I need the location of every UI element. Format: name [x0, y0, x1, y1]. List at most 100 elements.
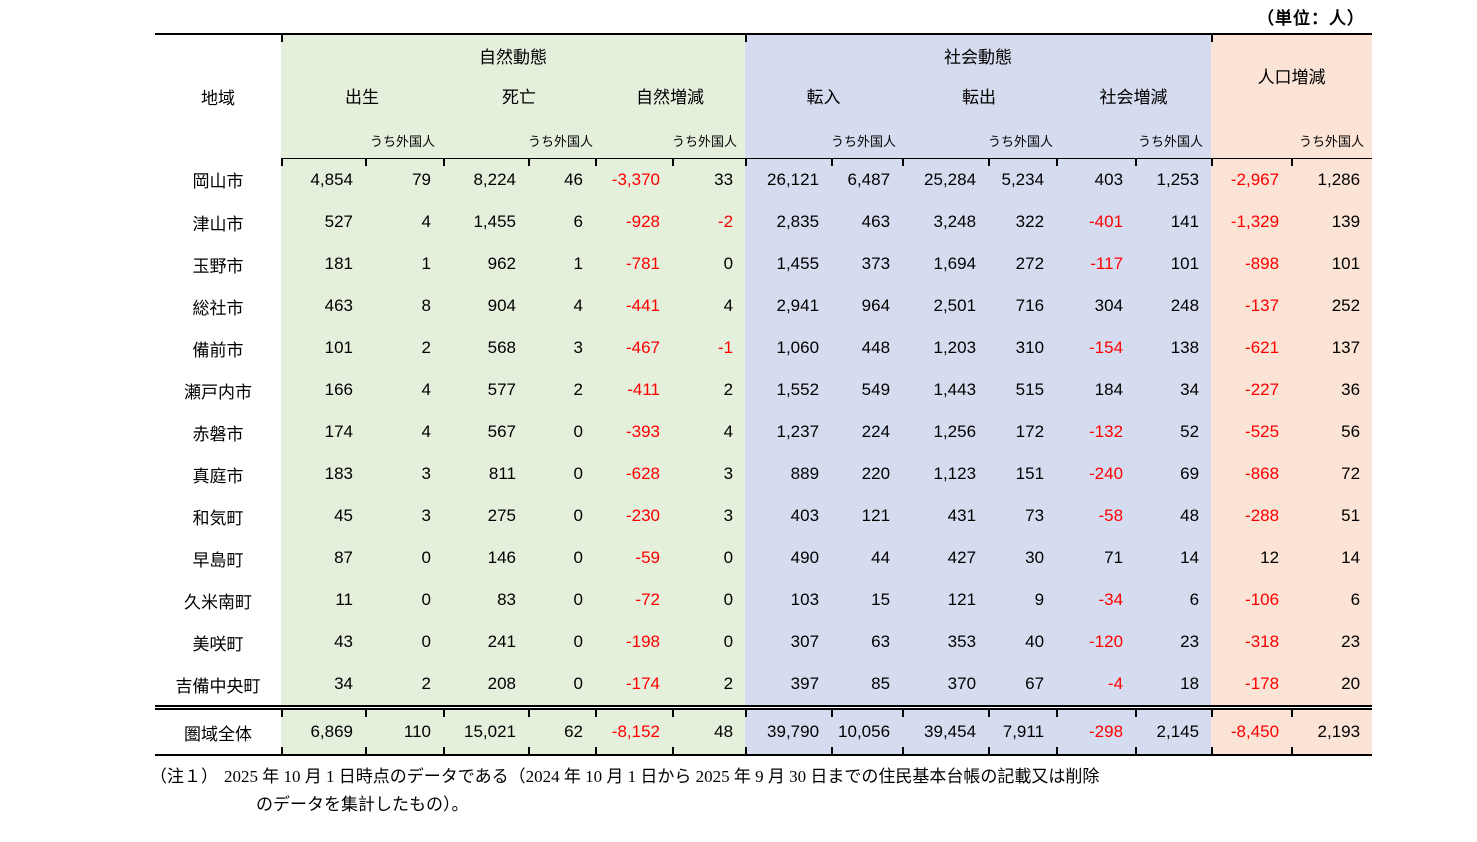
value-cell: 79: [365, 158, 443, 201]
value-cell: -441: [595, 285, 672, 327]
value-cell: 6: [1135, 579, 1212, 621]
value-cell: 25,284: [902, 158, 989, 201]
value-cell: 889: [745, 453, 832, 495]
value-cell: 373: [831, 243, 903, 285]
foreigners-sublabel: うち外国人: [528, 116, 595, 159]
value-cell: 307: [745, 621, 832, 663]
value-cell: 121: [831, 495, 903, 537]
value-cell: 1,443: [902, 369, 989, 411]
value-cell: 103: [745, 579, 832, 621]
value-cell: 568: [443, 327, 528, 369]
header-group-row: 地域 自然動態 社会動態 人口増減: [155, 34, 1373, 159]
value-cell: 224: [831, 411, 903, 453]
social-change-column-header: 社会増減: [1056, 75, 1212, 116]
foreigners-sublabel: うち外国人: [988, 116, 1057, 159]
value-cell: 2: [365, 327, 443, 369]
value-cell: -8,152: [595, 705, 672, 755]
population-change-group-header: 人口増減: [1211, 34, 1373, 116]
value-cell: 15,021: [443, 705, 528, 755]
value-cell: 3: [365, 495, 443, 537]
value-cell: 174: [281, 411, 365, 453]
region-name: 久米南町: [155, 579, 281, 621]
value-cell: 275: [443, 495, 528, 537]
region-name: 津山市: [155, 201, 281, 243]
value-cell: 1,237: [745, 411, 832, 453]
value-cell: 51: [1291, 495, 1373, 537]
header-column-row: 出生 死亡 自然増減 転入 転出 社会増減: [155, 75, 1372, 116]
value-cell: -230: [595, 495, 672, 537]
total-row: 圏域全体 6,869 110 15,021 62 -8,152 48 39,790 10,056…: [155, 705, 1373, 755]
value-cell: 397: [745, 663, 832, 708]
value-cell: 56: [1291, 411, 1373, 453]
value-cell: 23: [1135, 621, 1212, 663]
value-cell: -132: [1056, 411, 1136, 453]
value-cell: -393: [595, 411, 672, 453]
region-name: 吉備中央町: [155, 663, 281, 708]
value-cell: 67: [988, 663, 1057, 708]
movein-column-header: 転入: [745, 75, 903, 116]
value-cell: 26,121: [745, 158, 832, 201]
value-cell: 403: [745, 495, 832, 537]
value-cell: 40: [988, 621, 1057, 663]
region-column-header: 地域: [155, 34, 281, 159]
value-cell: 0: [672, 537, 746, 579]
value-cell: 6,487: [831, 158, 903, 201]
foreigners-sublabel: うち外国人: [1135, 116, 1212, 159]
value-cell: -178: [1211, 663, 1292, 708]
value-cell: 5,234: [988, 158, 1057, 201]
value-cell: 527: [281, 201, 365, 243]
region-name: 岡山市: [155, 158, 281, 201]
value-cell: 0: [528, 537, 595, 579]
value-cell: 1: [528, 243, 595, 285]
value-cell: 2,835: [745, 201, 832, 243]
value-cell: 208: [443, 663, 528, 708]
value-cell: -227: [1211, 369, 1292, 411]
spacer-cell: [1056, 116, 1136, 159]
value-cell: 44: [831, 537, 903, 579]
table-row: 美咲町 43 0 241 0 -198 0 307 63 353 40 -120 23 -318 23: [155, 621, 1373, 663]
value-cell: 0: [672, 621, 746, 663]
table-row: 津山市 527 4 1,455 6 -928 -2 2,835 463 3,248 322 -401 1…: [155, 201, 1373, 243]
value-cell: 3: [672, 453, 746, 495]
value-cell: 121: [902, 579, 989, 621]
table-row: 備前市 101 2 568 3 -467 -1 1,060 448 1,203 310 -154 138…: [155, 327, 1373, 369]
value-cell: 811: [443, 453, 528, 495]
value-cell: 101: [281, 327, 365, 369]
value-cell: -198: [595, 621, 672, 663]
moveout-column-header: 転出: [902, 75, 1057, 116]
spacer-cell: [595, 116, 672, 159]
value-cell: 33: [672, 158, 746, 201]
value-cell: -928: [595, 201, 672, 243]
value-cell: 4: [528, 285, 595, 327]
value-cell: 2: [672, 369, 746, 411]
value-cell: 1,455: [745, 243, 832, 285]
value-cell: 45: [281, 495, 365, 537]
value-cell: 0: [365, 621, 443, 663]
spacer-cell: [1211, 116, 1292, 159]
region-name: 備前市: [155, 327, 281, 369]
value-cell: 4: [672, 411, 746, 453]
value-cell: -288: [1211, 495, 1292, 537]
value-cell: 1,455: [443, 201, 528, 243]
foreigners-sublabel: うち外国人: [365, 116, 443, 159]
value-cell: 8,224: [443, 158, 528, 201]
value-cell: 71: [1056, 537, 1136, 579]
value-cell: -58: [1056, 495, 1136, 537]
value-cell: 36: [1291, 369, 1373, 411]
value-cell: 11: [281, 579, 365, 621]
value-cell: 83: [443, 579, 528, 621]
value-cell: -621: [1211, 327, 1292, 369]
value-cell: -898: [1211, 243, 1292, 285]
table-row: 久米南町 11 0 83 0 -72 0 103 15 121 9 -34 6 -106 6: [155, 579, 1373, 621]
region-name: 総社市: [155, 285, 281, 327]
value-cell: 0: [365, 579, 443, 621]
value-cell: 252: [1291, 285, 1373, 327]
value-cell: 1,253: [1135, 158, 1212, 201]
value-cell: 4: [365, 411, 443, 453]
value-cell: 184: [1056, 369, 1136, 411]
value-cell: 2: [365, 663, 443, 708]
value-cell: 141: [1135, 201, 1212, 243]
value-cell: 3: [365, 453, 443, 495]
table-body: 岡山市 4,854 79 8,224 46 -3,370 33 26,121 6,487 25,2…: [155, 158, 1373, 755]
